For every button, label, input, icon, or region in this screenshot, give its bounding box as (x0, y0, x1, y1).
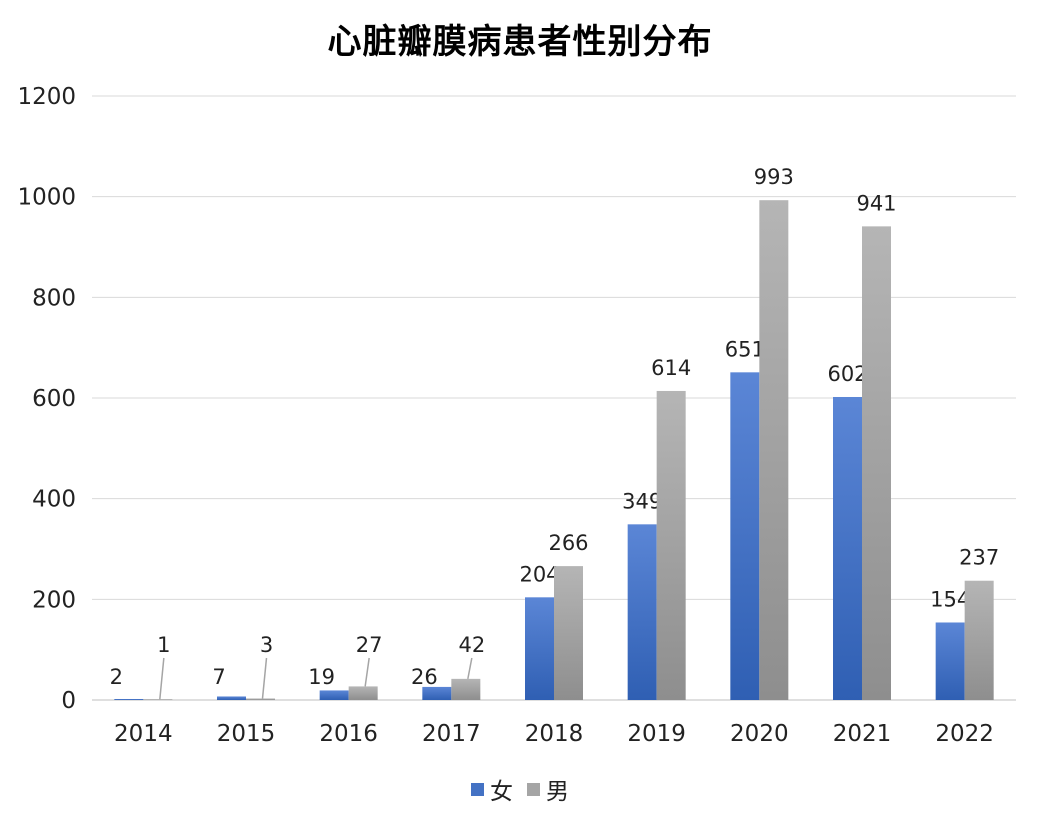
bar-male (759, 200, 789, 700)
data-label-female: 2 (110, 665, 123, 689)
data-label-female: 19 (308, 665, 335, 689)
bar-male (656, 390, 686, 700)
x-tick-label: 2019 (627, 721, 686, 747)
data-label-male: 614 (651, 356, 691, 380)
data-label-female: 651 (725, 337, 765, 361)
x-tick-label: 2014 (114, 721, 173, 747)
bar-male (348, 686, 378, 700)
legend: 女 男 (0, 772, 1040, 806)
x-tick-label: 2021 (833, 721, 892, 747)
bar-female (114, 698, 144, 700)
bar-female (730, 372, 760, 700)
legend-swatch-male (527, 782, 540, 796)
data-label-female: 26 (411, 665, 438, 689)
bar-female (833, 396, 862, 700)
y-tick-label: 600 (32, 386, 76, 412)
bar-male (964, 580, 994, 700)
data-label-male: 941 (856, 191, 896, 215)
bar-female (627, 524, 657, 700)
bar-male (451, 678, 481, 700)
legend-label-male: 男 (546, 779, 569, 805)
legend-label-female: 女 (490, 779, 513, 805)
bar-male (143, 699, 173, 700)
bar-female (319, 690, 349, 700)
bar-male (554, 566, 583, 700)
bar-female (525, 597, 554, 700)
bar-male (246, 698, 275, 700)
bar-male (862, 226, 891, 700)
data-label-leader (261, 657, 268, 699)
x-tick-label: 2020 (730, 721, 789, 747)
data-label-leader (364, 657, 370, 687)
data-label-male: 3 (260, 633, 273, 657)
legend-item-female: 女 (471, 772, 513, 806)
y-tick-label: 400 (32, 487, 76, 513)
y-tick-label: 1200 (17, 84, 76, 110)
data-label-leader (159, 657, 165, 700)
y-tick-label: 0 (61, 688, 76, 714)
x-tick-label: 2018 (525, 721, 584, 747)
data-label-female: 204 (519, 562, 559, 586)
data-label-female: 7 (212, 665, 225, 689)
data-label-male: 993 (754, 165, 794, 189)
chart-title: 心脏瓣膜病患者性别分布 (327, 22, 713, 62)
bar-female (935, 622, 965, 700)
x-tick-label: 2016 (319, 721, 378, 747)
y-tick-label: 800 (32, 285, 76, 311)
data-label-male: 27 (356, 633, 383, 657)
bar-female (217, 696, 246, 700)
data-label-male: 42 (458, 633, 485, 657)
data-label-male: 266 (548, 531, 588, 555)
legend-item-male: 男 (527, 772, 569, 806)
y-tick-label: 200 (32, 587, 76, 613)
x-tick-label: 2015 (217, 721, 276, 747)
legend-swatch-female (471, 782, 484, 796)
data-label-female: 602 (827, 362, 867, 386)
y-tick-label: 1000 (17, 185, 76, 211)
data-label-male: 1 (157, 633, 170, 657)
data-label-leader (467, 657, 473, 680)
data-label-female: 349 (622, 489, 662, 513)
data-label-male: 237 (959, 546, 999, 570)
x-tick-label: 2017 (422, 721, 481, 747)
x-tick-label: 2022 (935, 721, 994, 747)
bar-female (422, 686, 452, 700)
data-label-female: 154 (930, 587, 970, 611)
